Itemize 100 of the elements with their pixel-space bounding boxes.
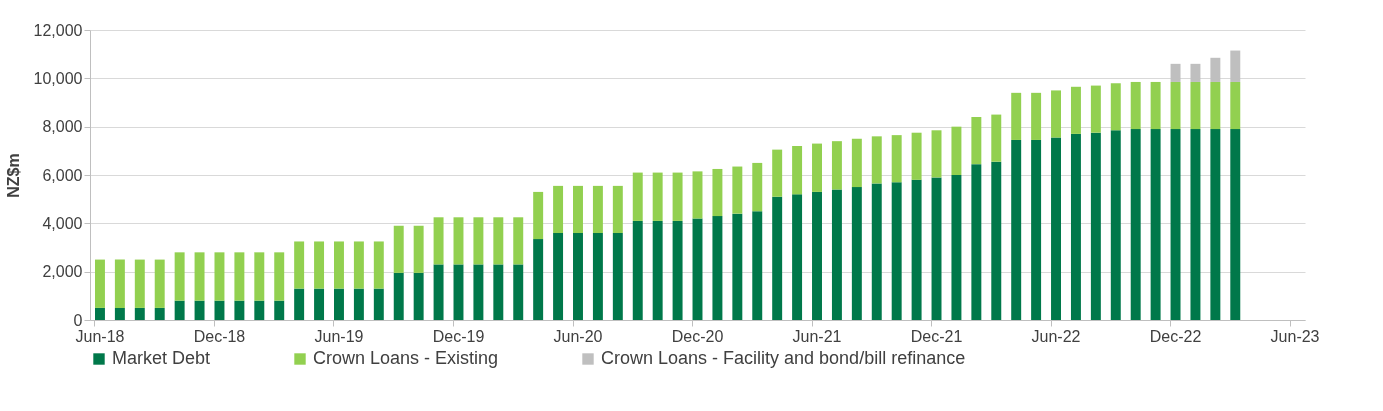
bar bbox=[294, 288, 305, 320]
bar bbox=[134, 307, 145, 320]
bar bbox=[851, 187, 862, 320]
bar bbox=[792, 194, 803, 320]
bar bbox=[812, 191, 822, 320]
legend-label: Market Debt bbox=[112, 348, 211, 368]
bar bbox=[1230, 50, 1241, 82]
bar bbox=[473, 264, 484, 320]
y-tick-label: 2,000 bbox=[42, 263, 83, 281]
bar bbox=[1130, 81, 1141, 130]
bar bbox=[1090, 85, 1101, 133]
bar bbox=[393, 272, 404, 320]
x-tick-label: Jun-20 bbox=[553, 327, 603, 345]
x-tick-label: Jun-23 bbox=[1270, 327, 1320, 345]
bar bbox=[1190, 129, 1201, 320]
bar bbox=[971, 117, 982, 165]
bar bbox=[174, 300, 185, 320]
bar bbox=[114, 259, 125, 308]
bar bbox=[174, 252, 185, 301]
bar bbox=[971, 164, 982, 320]
y-tick-label: 8,000 bbox=[42, 118, 83, 136]
bar bbox=[612, 233, 623, 320]
bar bbox=[871, 136, 882, 184]
bar bbox=[353, 241, 364, 289]
bar bbox=[194, 300, 205, 320]
x-tick-label: Jun-19 bbox=[314, 327, 364, 345]
x-tick-label: Dec-20 bbox=[671, 327, 724, 345]
bar bbox=[373, 241, 384, 289]
bar bbox=[254, 252, 265, 301]
bar bbox=[373, 288, 384, 320]
bar bbox=[94, 259, 105, 308]
x-tick-label: Dec-19 bbox=[432, 327, 485, 345]
bar bbox=[951, 175, 962, 320]
bar bbox=[553, 185, 564, 233]
bar bbox=[851, 138, 862, 188]
bar bbox=[274, 300, 285, 320]
legend-label: Crown Loans - Facility and bond/bill refinance bbox=[601, 348, 966, 368]
bar bbox=[553, 233, 564, 320]
bar bbox=[1110, 83, 1121, 131]
bar bbox=[871, 183, 882, 320]
bar bbox=[632, 220, 643, 320]
bar bbox=[652, 172, 663, 221]
bar bbox=[1130, 129, 1141, 320]
bar bbox=[513, 264, 524, 320]
y-tick-label: 12,000 bbox=[33, 21, 83, 39]
bar bbox=[831, 141, 842, 190]
bar bbox=[1011, 92, 1022, 140]
bar bbox=[214, 252, 225, 301]
legend-label: Crown Loans - Existing bbox=[313, 348, 499, 368]
bar bbox=[831, 189, 842, 320]
bar bbox=[274, 252, 285, 301]
bar bbox=[792, 146, 803, 195]
bar bbox=[712, 216, 723, 320]
bar bbox=[413, 272, 424, 320]
bar bbox=[314, 241, 325, 289]
bar bbox=[1230, 81, 1241, 130]
bar bbox=[1110, 130, 1121, 320]
bar bbox=[533, 239, 544, 320]
bar bbox=[254, 300, 265, 320]
bar bbox=[453, 217, 464, 265]
bar bbox=[1150, 81, 1161, 130]
bar bbox=[991, 114, 1002, 162]
bar bbox=[1170, 129, 1181, 320]
bar bbox=[652, 220, 663, 320]
bar bbox=[1051, 137, 1061, 320]
bar bbox=[573, 185, 583, 233]
bar bbox=[334, 241, 344, 289]
bar bbox=[632, 172, 643, 221]
bar bbox=[493, 217, 504, 265]
bar bbox=[513, 217, 524, 265]
bar bbox=[1210, 129, 1221, 320]
bar bbox=[473, 217, 484, 265]
bar bbox=[672, 172, 683, 221]
y-tick-label: 10,000 bbox=[33, 69, 83, 87]
bar bbox=[692, 218, 703, 320]
bar bbox=[1031, 92, 1042, 140]
bar bbox=[413, 225, 424, 273]
y-tick-label: 6,000 bbox=[42, 166, 83, 184]
bar bbox=[911, 179, 922, 320]
bar bbox=[154, 307, 165, 320]
bar bbox=[891, 182, 902, 320]
bar bbox=[991, 161, 1002, 320]
bar bbox=[154, 259, 165, 308]
bar bbox=[1031, 139, 1042, 320]
bar bbox=[732, 213, 743, 320]
bar bbox=[931, 130, 942, 178]
bar bbox=[592, 185, 603, 233]
bar bbox=[393, 225, 404, 273]
bar bbox=[712, 168, 723, 217]
x-tick-label: Dec-18 bbox=[193, 327, 246, 345]
bar bbox=[433, 217, 444, 265]
bar bbox=[1190, 63, 1201, 82]
bar bbox=[1070, 86, 1081, 134]
bar bbox=[1090, 132, 1101, 320]
bar bbox=[1210, 57, 1221, 82]
bar bbox=[1190, 81, 1201, 130]
bar bbox=[114, 307, 125, 320]
x-tick-label: Dec-22 bbox=[1149, 327, 1202, 345]
bar bbox=[134, 259, 145, 308]
bar bbox=[1150, 129, 1161, 320]
